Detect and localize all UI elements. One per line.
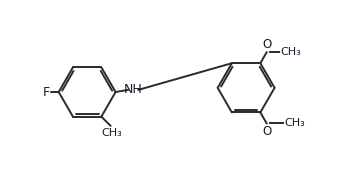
Text: CH₃: CH₃ bbox=[280, 47, 301, 57]
Text: F: F bbox=[43, 86, 50, 98]
Text: NH: NH bbox=[124, 83, 142, 96]
Text: O: O bbox=[262, 38, 271, 51]
Text: CH₃: CH₃ bbox=[284, 118, 305, 128]
Text: CH₃: CH₃ bbox=[101, 128, 122, 138]
Text: O: O bbox=[262, 125, 271, 138]
